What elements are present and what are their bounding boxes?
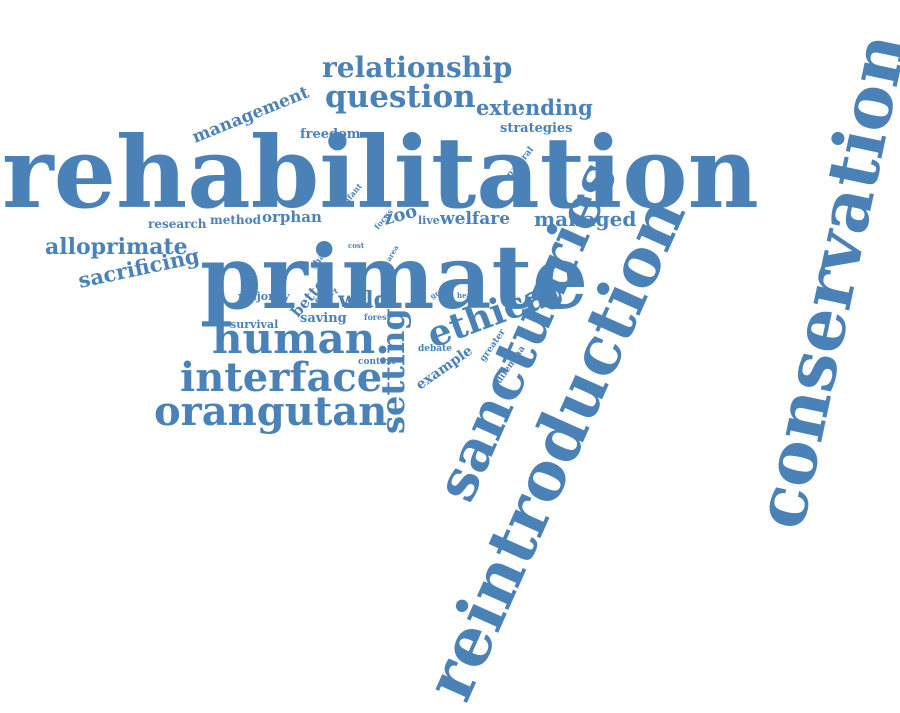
word-human: human. [212,314,390,363]
word-forest: forest [364,312,391,322]
word-live: live [418,214,440,227]
word-heart: heart [457,291,479,300]
word-majority: majority [238,290,290,303]
word-saving: saving [300,311,347,326]
word-primate: primate [200,225,588,329]
word-managed: managed [534,207,636,231]
word-rehabilitation: rehabilitation [2,116,759,231]
word-research: research [148,217,207,231]
word-relationship: relationship [322,51,512,84]
word-interface: interface [180,354,382,401]
word-survival: survival [230,318,278,331]
word-wild: wild [337,287,389,313]
word-orangutan: orangutan [154,388,387,435]
word-orphan: orphan [262,208,322,226]
word-setting: setting [374,308,412,434]
word-cost: cost [348,241,365,250]
word-conservation: conservation [737,26,900,536]
word-alloprimate: alloprimate [45,234,188,260]
word-extending: extending [476,95,593,120]
word-debate: debate [418,344,452,354]
word-context: context [358,357,396,367]
word-question: question [325,79,476,115]
word-freedom: freedom [300,127,361,142]
word-welfare: welfare [439,209,510,229]
word-method: method [210,213,262,227]
word-strategies: strategies [500,121,573,136]
